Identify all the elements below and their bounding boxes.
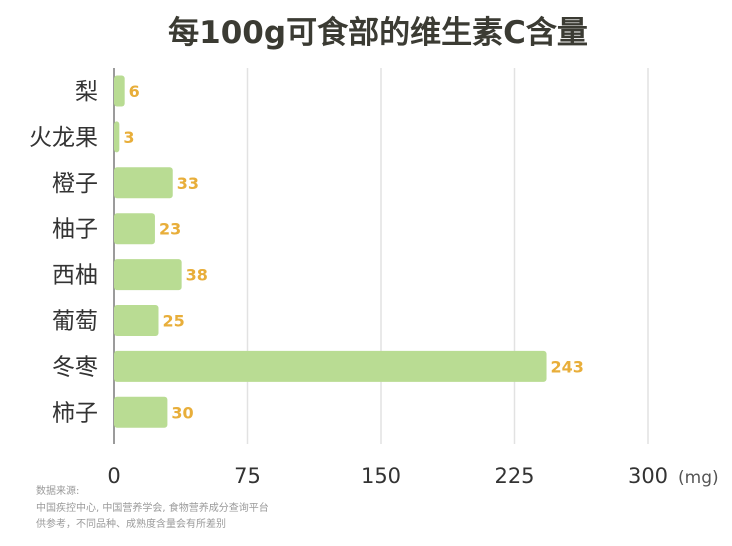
x-tick-75: 75 [234, 464, 261, 488]
category-label-4: 西柚 [52, 263, 98, 289]
source-note-line1: 数据来源: [36, 484, 79, 497]
x-tick-150: 150 [361, 464, 401, 488]
category-label-6: 冬枣 [52, 354, 98, 380]
value-label-2: 33 [177, 174, 199, 193]
source-note-line3: 供参考，不同品种、成熟度含量会有所差别 [36, 517, 226, 530]
bar-6 [114, 350, 547, 382]
x-tick-225: 225 [494, 464, 534, 488]
value-label-6: 243 [551, 357, 584, 376]
bar-2 [114, 167, 173, 199]
grid-lines [113, 68, 649, 444]
category-label-1: 火龙果 [29, 125, 98, 151]
bar-1 [114, 121, 120, 153]
x-tick-labels: 0 75 150 225 300 [107, 464, 668, 488]
category-label-2: 橙子 [52, 171, 98, 197]
chart-title: 每100g可食部的维生素C含量 [168, 15, 588, 51]
category-label-3: 柚子 [52, 217, 98, 243]
value-label-1: 3 [123, 128, 134, 147]
value-label-0: 6 [129, 82, 140, 101]
bar-4 [114, 259, 182, 291]
category-label-5: 葡萄 [52, 309, 98, 335]
bars [114, 75, 547, 428]
x-tick-300: 300 [628, 464, 668, 488]
x-unit-label: (mg) [678, 468, 719, 488]
bar-3 [114, 213, 155, 245]
source-note-line2: 中国疾控中心, 中国营养学会, 食物营养成分查询平台 [36, 501, 269, 514]
bar-7 [114, 396, 168, 428]
bar-0 [114, 75, 125, 107]
value-label-5: 25 [163, 312, 185, 331]
value-label-4: 38 [186, 266, 208, 285]
x-tick-0: 0 [107, 464, 120, 488]
value-label-7: 30 [171, 403, 193, 422]
bar-5 [114, 305, 159, 336]
category-label-7: 柿子 [52, 400, 98, 426]
category-label-0: 梨 [75, 79, 98, 105]
value-label-3: 23 [159, 220, 181, 239]
